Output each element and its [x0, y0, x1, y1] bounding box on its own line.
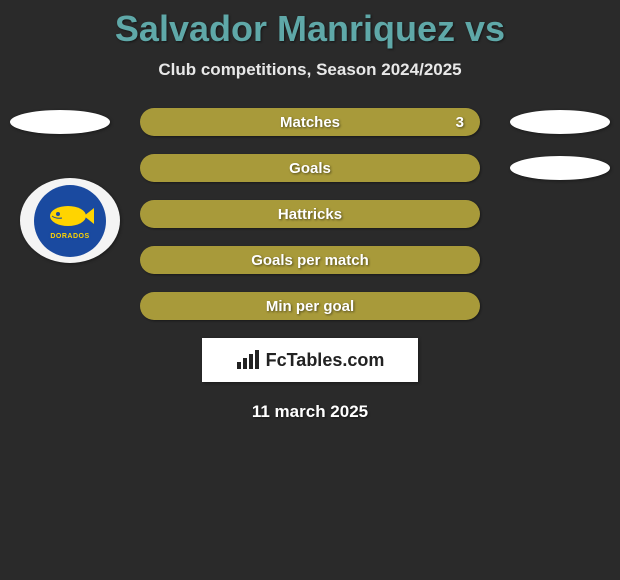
right-oval: [510, 156, 610, 180]
stat-value: 3: [456, 114, 464, 131]
stat-pill: Goals per match: [140, 246, 480, 274]
stat-pill: Goals: [140, 154, 480, 182]
right-oval: [510, 110, 610, 134]
subtitle: Club competitions, Season 2024/2025: [0, 60, 620, 80]
date-label: 11 march 2025: [0, 402, 620, 422]
team-badge-inner: DORADOS: [34, 185, 106, 257]
stat-pill: Matches 3: [140, 108, 480, 136]
team-badge-bg: DORADOS: [20, 178, 120, 263]
team-badge: DORADOS: [20, 178, 120, 263]
brand-name: FcTables.com: [266, 350, 385, 371]
stat-label: Hattricks: [278, 206, 342, 223]
stat-label: Matches: [280, 114, 340, 131]
stat-row-min-per-goal: Min per goal: [0, 292, 620, 320]
stat-pill: Min per goal: [140, 292, 480, 320]
team-badge-label: DORADOS: [50, 233, 89, 240]
stat-row-matches: Matches 3: [0, 108, 620, 136]
page-title: Salvador Manriquez vs: [0, 0, 620, 50]
stat-pill: Hattricks: [140, 200, 480, 228]
bar-chart-icon: [236, 350, 260, 370]
left-oval: [10, 110, 110, 134]
brand-logo-box: FcTables.com: [202, 338, 418, 382]
fish-icon: [46, 201, 94, 231]
stat-label: Min per goal: [266, 298, 354, 315]
stat-label: Goals: [289, 160, 331, 177]
stat-label: Goals per match: [251, 252, 369, 269]
